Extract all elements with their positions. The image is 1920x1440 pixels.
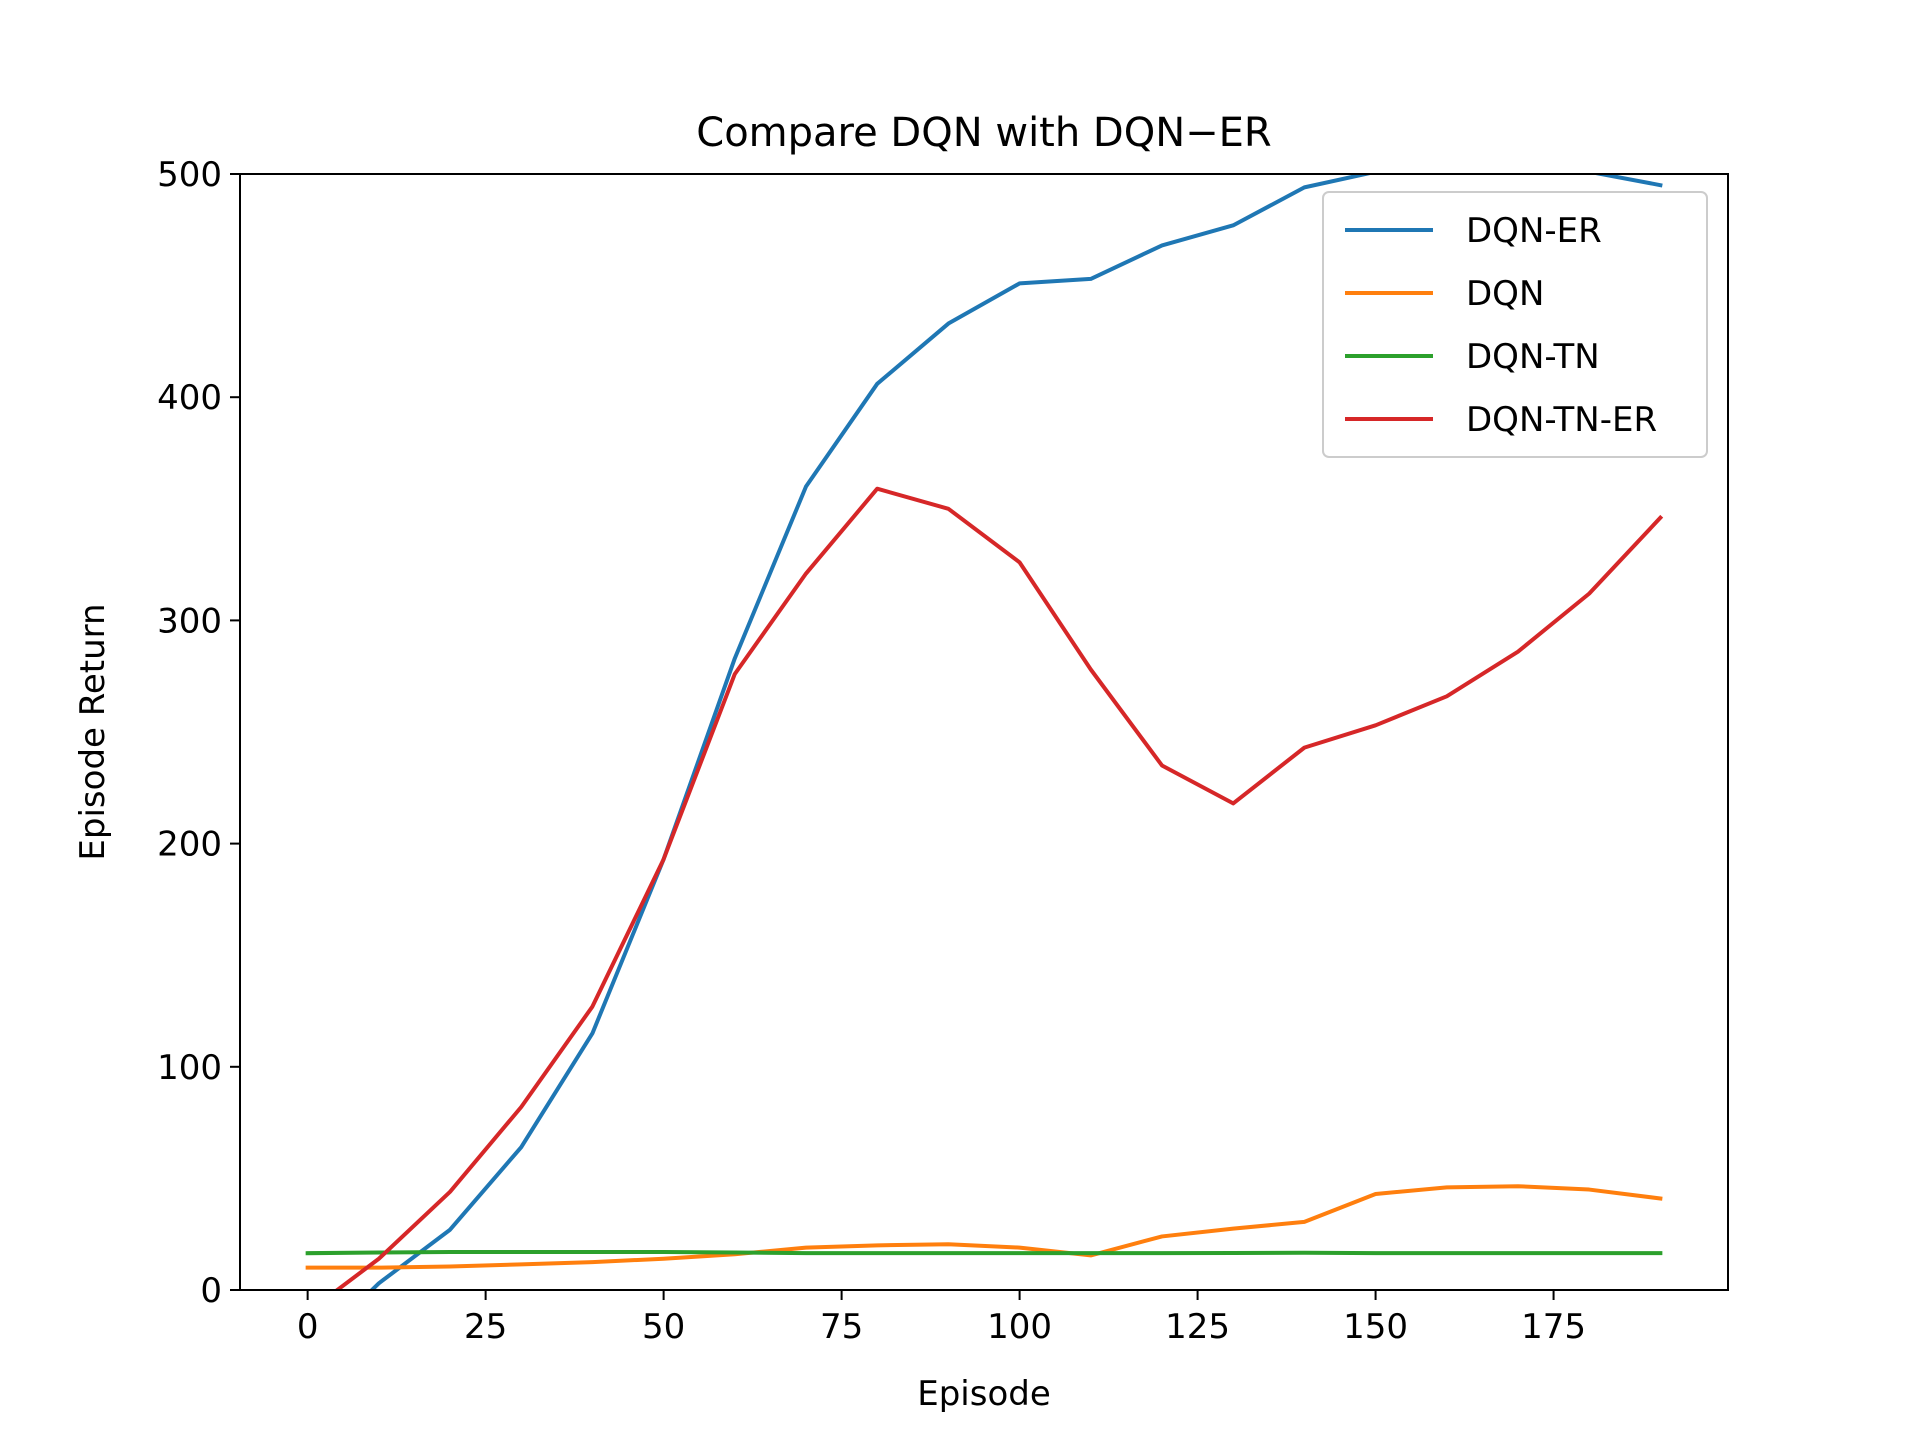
legend-label-1: DQN	[1466, 274, 1544, 314]
y-tick-label: 500	[157, 155, 222, 195]
legend-label-3: DQN-TN-ER	[1466, 400, 1657, 440]
y-axis-label: Episode Return	[73, 603, 113, 860]
x-tick-label: 25	[464, 1307, 507, 1347]
series-line-1	[305, 1184, 1663, 1270]
x-axis-label: Episode	[917, 1374, 1051, 1414]
series-layer	[305, 174, 1664, 1290]
legend: DQN-ER DQN DQN-TN DQN-TN-ER	[1322, 191, 1708, 458]
y-tick-label: 100	[157, 1048, 222, 1088]
x-tick-label: 75	[820, 1307, 863, 1347]
x-tick-label: 0	[297, 1307, 319, 1347]
y-tick-label: 400	[157, 378, 222, 418]
legend-label-0: DQN-ER	[1466, 211, 1602, 251]
series-line-0	[369, 174, 1663, 1290]
legend-label-2: DQN-TN	[1466, 337, 1600, 377]
series-line-3	[333, 486, 1664, 1290]
series-line-2	[305, 1250, 1663, 1256]
plot-frame	[239, 173, 1729, 1291]
y-tick-label: 300	[157, 601, 222, 641]
x-tick-label: 150	[1343, 1307, 1408, 1347]
x-tick-label: 50	[642, 1307, 685, 1347]
x-tick-label: 100	[987, 1307, 1052, 1347]
legend-box	[1322, 191, 1708, 458]
y-axis: 0 100 200 300 400 500	[157, 155, 240, 1311]
x-tick-label: 175	[1521, 1307, 1586, 1347]
chart-title: Compare DQN with DQN−ER	[696, 110, 1271, 156]
y-tick-label: 200	[157, 825, 222, 865]
x-tick-label: 125	[1165, 1307, 1230, 1347]
y-tick-label: 0	[200, 1271, 222, 1311]
x-axis: 0 25 50 75 100 125 150 175	[297, 1290, 1586, 1347]
